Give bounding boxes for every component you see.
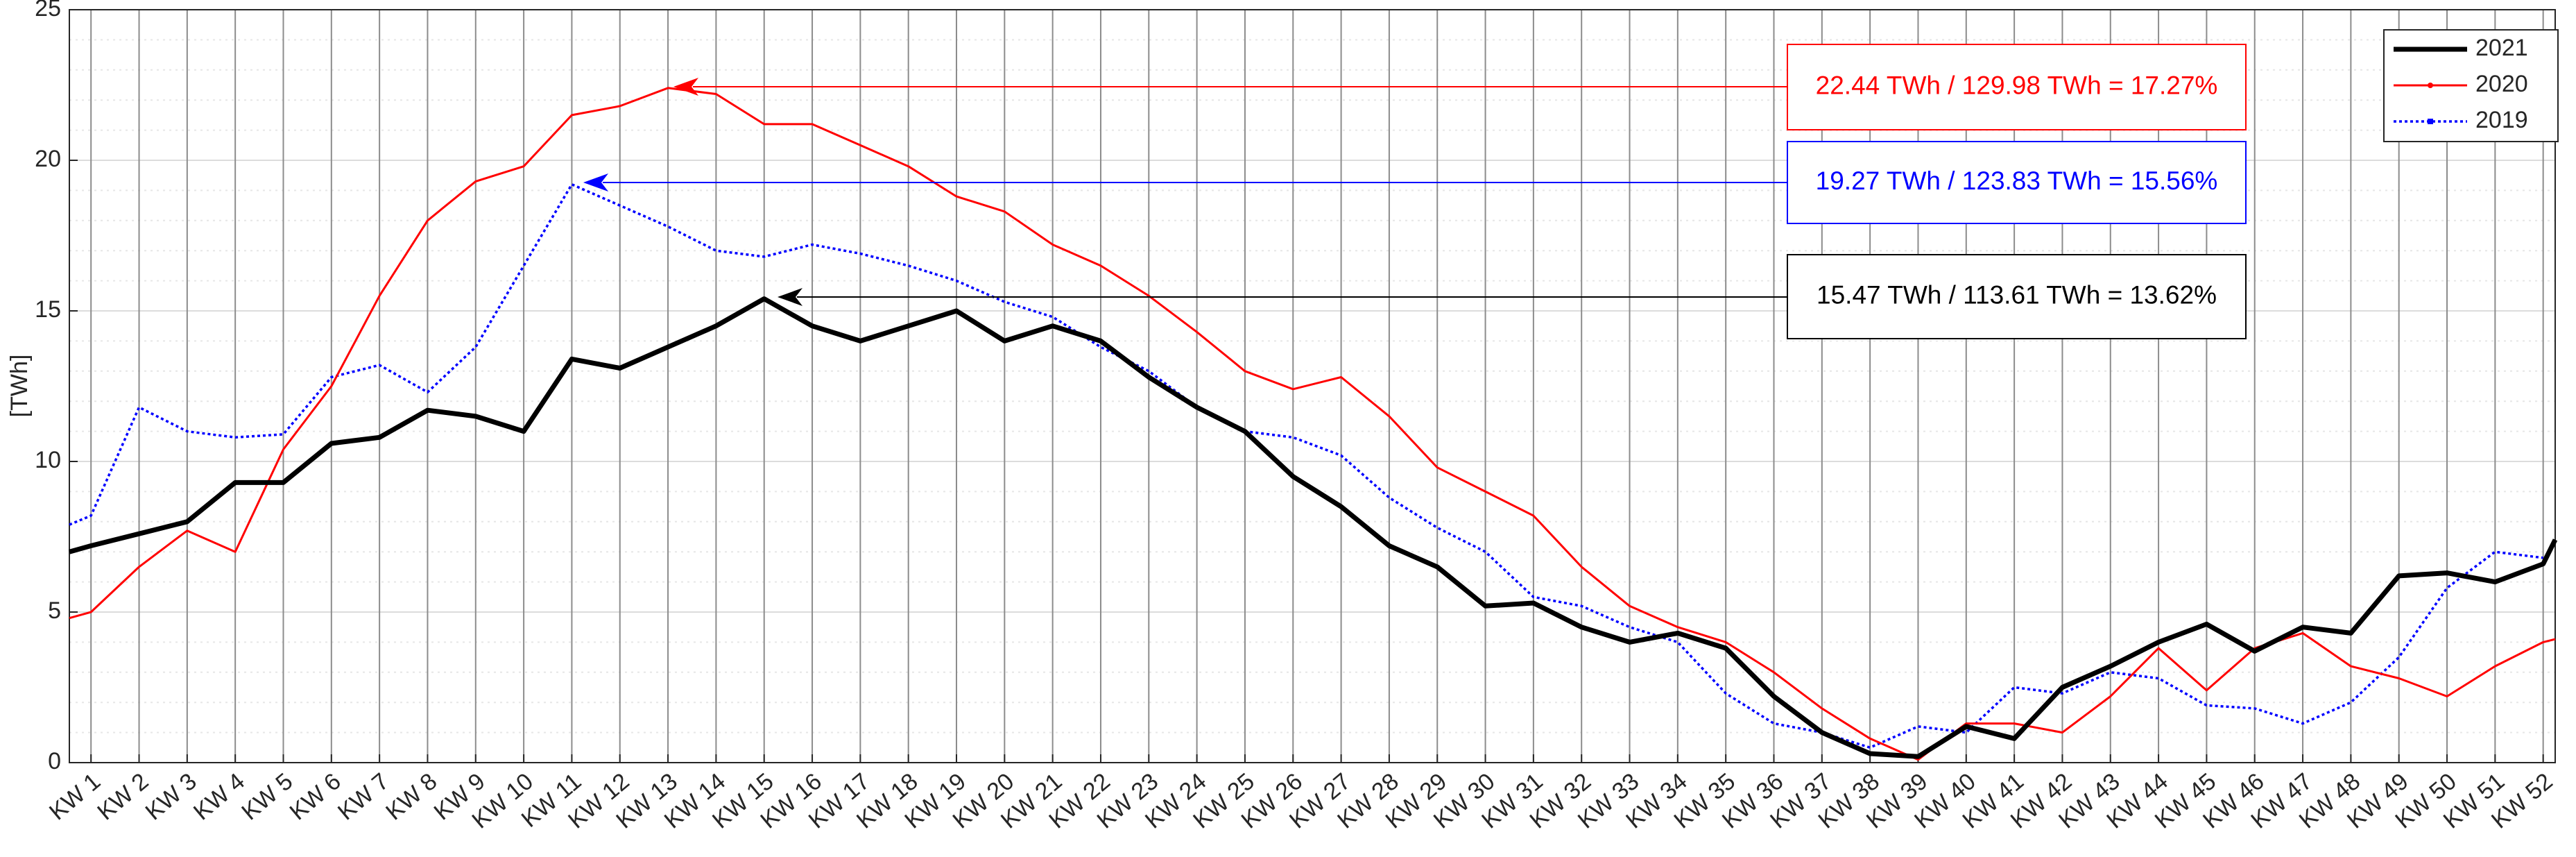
- y-tick-label: 15: [35, 296, 61, 323]
- y-tick-label: 0: [48, 748, 61, 774]
- legend-marker: [2428, 119, 2433, 124]
- y-tick-label: 20: [35, 146, 61, 172]
- annotation-arrowhead: [778, 288, 802, 306]
- y-tick-label: 5: [48, 597, 61, 624]
- annotation-box: [1787, 254, 2247, 339]
- annotation-box: [1787, 44, 2247, 130]
- y-tick-label: 25: [35, 0, 61, 22]
- legend-label: 2019: [2475, 107, 2528, 133]
- series-line: [69, 296, 2558, 759]
- legend-label: 2021: [2475, 35, 2528, 61]
- annotation-text: 19.27 TWh / 123.83 TWh = 15.56%: [1816, 167, 2218, 195]
- annotation-text: 22.44 TWh / 129.98 TWh = 17.27%: [1816, 71, 2218, 99]
- annotation-arrowhead: [583, 173, 608, 192]
- legend-label: 2020: [2475, 71, 2528, 97]
- annotation-arrowhead: [673, 78, 698, 96]
- annotation-box: [1787, 141, 2247, 224]
- axes-box: [69, 9, 2556, 763]
- annotation-text: 15.47 TWh / 113.61 TWh = 13.62%: [1817, 280, 2217, 309]
- y-tick-label: 10: [35, 447, 61, 473]
- y-axis-label: [TWh]: [6, 355, 33, 418]
- series-line: [69, 87, 2556, 761]
- legend-marker: [2428, 83, 2433, 88]
